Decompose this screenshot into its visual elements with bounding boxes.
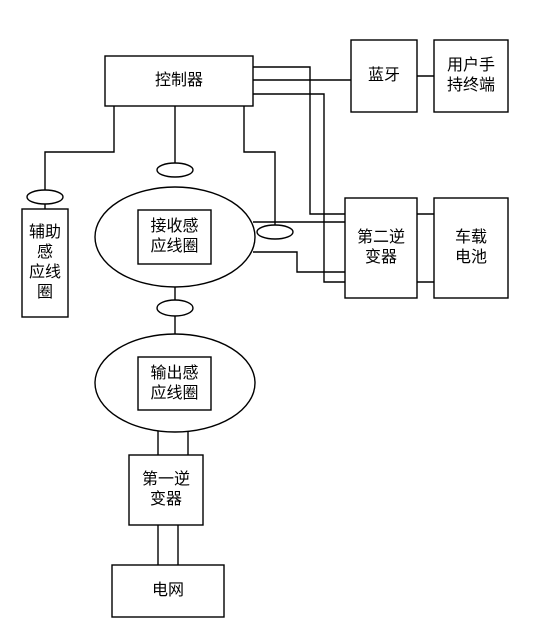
label-controller: 控制器 [105, 56, 253, 106]
edge-controller-inverter2_a [253, 67, 345, 214]
node-aux_left [27, 190, 63, 204]
label-terminal: 用户手 持终端 [434, 40, 508, 112]
edge-controller-aux_right_coil [244, 106, 275, 225]
label-rx_coil: 接收感 应线圈 [138, 210, 211, 264]
label-inverter2: 第二逆 变器 [345, 198, 417, 298]
label-tx_coil: 输出感 应线圈 [138, 357, 211, 410]
node-aux_top [157, 163, 193, 177]
edge-controller-aux_left_coil [45, 106, 114, 190]
label-aux_coil: 辅助感 应线圈 [22, 209, 68, 317]
edge-rx_coil-inverter2_bot [253, 252, 345, 272]
label-inverter1: 第一逆 变器 [129, 455, 203, 525]
node-aux_right [257, 225, 293, 239]
edge-controller-inverter2_b [253, 94, 345, 282]
label-bluetooth: 蓝牙 [351, 40, 417, 112]
node-aux_bottom [157, 300, 193, 316]
label-grid: 电网 [112, 565, 224, 617]
label-battery: 车载 电池 [434, 198, 508, 298]
